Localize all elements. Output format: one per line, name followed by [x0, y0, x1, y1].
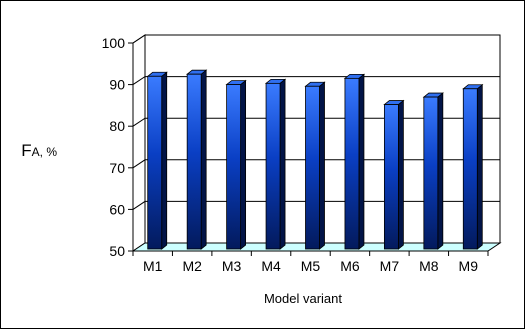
bar-front [226, 84, 242, 250]
y-tick-labels: 50 60 70 80 90 100 [102, 35, 126, 259]
bar [462, 83, 484, 250]
bar [383, 99, 405, 250]
bars [146, 69, 484, 250]
x-tick-label: M2 [182, 258, 202, 274]
bar [304, 81, 326, 250]
y-tick-label: 60 [109, 201, 125, 217]
x-tick-label: M9 [459, 258, 479, 274]
x-tick-label: M7 [380, 258, 400, 274]
bar-front [344, 77, 360, 250]
y-tick-label: 50 [109, 243, 125, 259]
y-tick-label: 80 [109, 118, 125, 134]
x-tick-label: M5 [301, 258, 321, 274]
x-axis-title: Model variant [264, 291, 342, 306]
bar [264, 78, 287, 250]
bar-side [200, 69, 207, 250]
x-tick-label: M3 [222, 258, 242, 274]
gridline [132, 76, 500, 86]
y-tick-label: 100 [102, 35, 126, 51]
bar [225, 79, 247, 250]
bar-front [423, 96, 439, 250]
gridline [132, 159, 500, 169]
bar-front [147, 75, 163, 250]
bar-side [476, 83, 483, 250]
bar-front [462, 88, 478, 250]
y-axis-title-unit: , % [40, 145, 58, 159]
y-tick-label: 90 [109, 77, 125, 93]
gridline [132, 117, 500, 127]
bar-side [319, 81, 325, 250]
bar-side [279, 78, 286, 250]
bar-side [397, 99, 404, 250]
y-tick-label: 70 [109, 160, 125, 176]
bar-side [240, 79, 247, 250]
bar-front [186, 73, 202, 250]
bar [146, 71, 168, 250]
bar-side [161, 71, 168, 250]
y-axis-title-main: F [21, 141, 31, 160]
bar [343, 73, 366, 250]
bar-side [358, 73, 365, 250]
x-tick-labels: M1 M2 M3 M4 M5 M6 M7 M8 M9 [132, 250, 489, 274]
y-axis-title-sub: A [32, 145, 40, 159]
y-axis-title: FA, % [21, 141, 57, 160]
bar-front [383, 104, 399, 250]
bar-side [437, 92, 444, 250]
bar-front [265, 82, 281, 250]
x-tick-label: M6 [340, 258, 360, 274]
x-tick-label: M1 [143, 258, 163, 274]
bar-front [305, 85, 320, 250]
gridlines [128, 34, 500, 252]
x-tick-label: M8 [419, 258, 439, 274]
gridline [132, 200, 500, 210]
x-tick-label: M4 [261, 258, 281, 274]
side-wall [132, 34, 146, 252]
bar [422, 92, 444, 250]
gridline [132, 34, 500, 44]
bar [186, 69, 208, 250]
